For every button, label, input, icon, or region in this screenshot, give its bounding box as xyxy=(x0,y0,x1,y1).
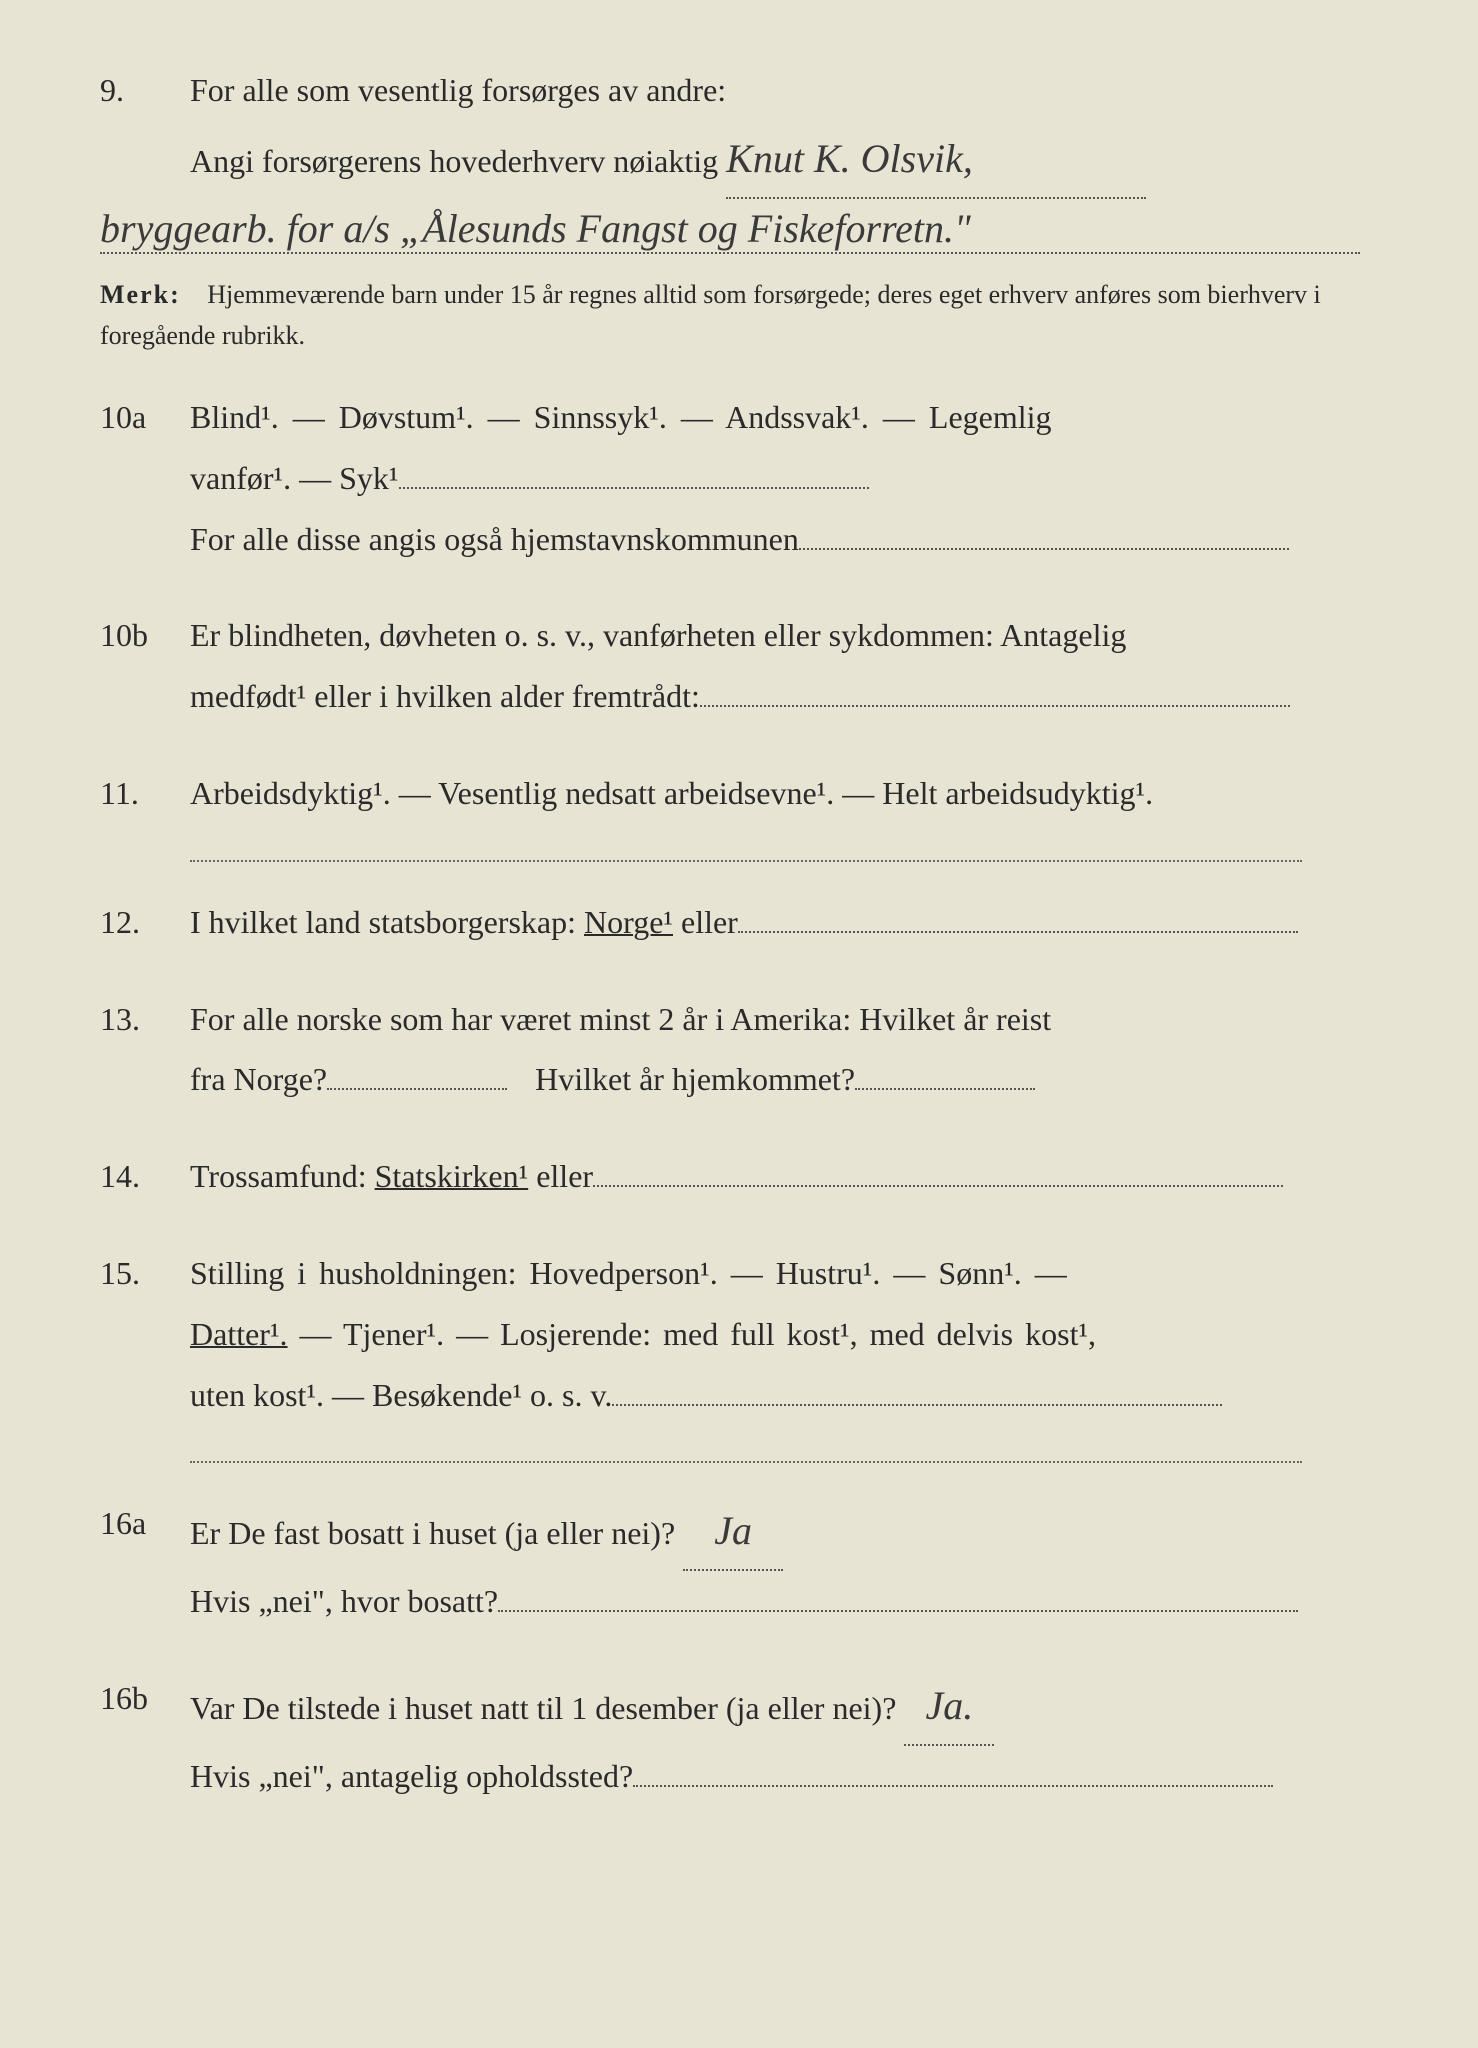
q10a-line3-row: For alle disse angis også hjemstavnskomm… xyxy=(190,509,1378,570)
q15-line2-underlined: Datter¹. xyxy=(190,1316,288,1352)
q16a-line1-row: Er De fast bosatt i huset (ja eller nei)… xyxy=(190,1493,1378,1571)
q13-blank2 xyxy=(855,1088,1035,1090)
q13-blank1 xyxy=(327,1088,507,1090)
question-14: 14. Trossamfund: Statskirken¹ eller xyxy=(100,1146,1378,1207)
q14-prefix: Trossamfund: xyxy=(190,1158,375,1194)
q15-underline xyxy=(190,1461,1302,1463)
q15-number: 15. xyxy=(100,1243,190,1425)
question-10b: 10b Er blindheten, døvheten o. s. v., va… xyxy=(100,605,1378,727)
q9-line3-row: bryggearb. for a/s „Ålesunds Fangst og F… xyxy=(100,205,1378,254)
q15-line3: uten kost¹. — Besøkende¹ o. s. v. xyxy=(190,1377,612,1413)
q16a-line2-row: Hvis „nei", hvor bosatt? xyxy=(190,1571,1378,1632)
q15-line3-row: uten kost¹. — Besøkende¹ o. s. v. xyxy=(190,1365,1378,1426)
q16b-line2-row: Hvis „nei", antagelig opholdssted? xyxy=(190,1746,1378,1807)
q12-suffix: eller xyxy=(681,904,738,940)
q13-line2b: Hvilket år hjemkommet? xyxy=(535,1061,855,1097)
q15-line2-row: Datter¹. — Tjener¹. — Losjerende: med fu… xyxy=(190,1304,1378,1365)
q9-handwritten-occupation: bryggearb. for a/s „Ålesunds Fangst og F… xyxy=(100,205,1360,254)
q11-text: Arbeidsdyktig¹. — Vesentlig nedsatt arbe… xyxy=(190,763,1378,824)
q13-line2-row: fra Norge? Hvilket år hjemkommet? xyxy=(190,1049,1378,1110)
census-form-page: 9. For alle som vesentlig forsørges av a… xyxy=(100,60,1378,1807)
q14-number: 14. xyxy=(100,1146,190,1207)
q9-line1: For alle som vesentlig forsørges av andr… xyxy=(190,60,1378,121)
q12-underlined: Norge¹ xyxy=(584,904,673,940)
q10a-blank1 xyxy=(399,487,869,489)
q10b-number: 10b xyxy=(100,605,190,727)
q16a-answer: Ja xyxy=(683,1493,783,1571)
q14-underlined: Statskirken¹ xyxy=(375,1158,529,1194)
q16a-number: 16a xyxy=(100,1493,190,1632)
q10a-line1: Blind¹. — Døvstum¹. — Sinnssyk¹. — Andss… xyxy=(190,387,1378,448)
q13-line1: For alle norske som har været minst 2 år… xyxy=(190,989,1378,1050)
q16a-line1: Er De fast bosatt i huset (ja eller nei)… xyxy=(190,1515,675,1551)
q9-handwritten-name: Knut K. Olsvik, xyxy=(726,121,1146,199)
q16a-blank xyxy=(498,1610,1298,1612)
q11-number: 11. xyxy=(100,763,190,824)
question-11: 11. Arbeidsdyktig¹. — Vesentlig nedsatt … xyxy=(100,763,1378,824)
question-10a: 10a Blind¹. — Døvstum¹. — Sinnssyk¹. — A… xyxy=(100,387,1378,569)
question-16b: 16b Var De tilstede i huset natt til 1 d… xyxy=(100,1668,1378,1807)
q10a-blank2 xyxy=(799,548,1289,550)
merk-text: Hjemmeværende barn under 15 år regnes al… xyxy=(100,280,1321,351)
merk-note: Merk: Hjemmeværende barn under 15 år reg… xyxy=(100,274,1378,357)
q12-prefix: I hvilket land statsborgerskap: xyxy=(190,904,584,940)
q16a-line2: Hvis „nei", hvor bosatt? xyxy=(190,1583,498,1619)
q16b-line1-row: Var De tilstede i huset natt til 1 desem… xyxy=(190,1668,1378,1746)
q15-line2-rest: — Tjener¹. — Losjerende: med full kost¹,… xyxy=(288,1316,1097,1352)
q13-number: 13. xyxy=(100,989,190,1111)
q16b-blank xyxy=(633,1785,1273,1787)
q11-underline xyxy=(190,860,1302,862)
q10a-line2-row: vanfør¹. — Syk¹ xyxy=(190,448,1378,509)
q10a-number: 10a xyxy=(100,387,190,569)
q12-number: 12. xyxy=(100,892,190,953)
q10b-line1: Er blindheten, døvheten o. s. v., vanfør… xyxy=(190,605,1378,666)
question-15: 15. Stilling i husholdningen: Hovedperso… xyxy=(100,1243,1378,1425)
q15-line1: Stilling i husholdningen: Hovedperson¹. … xyxy=(190,1243,1378,1304)
q14-suffix: eller xyxy=(536,1158,593,1194)
q10a-line3: For alle disse angis også hjemstavnskomm… xyxy=(190,521,799,557)
q14-blank xyxy=(593,1185,1283,1187)
q16b-answer: Ja. xyxy=(904,1668,994,1746)
q12-blank xyxy=(738,931,1298,933)
q15-blank xyxy=(612,1404,1222,1406)
question-12: 12. I hvilket land statsborgerskap: Norg… xyxy=(100,892,1378,953)
merk-label: Merk: xyxy=(100,280,181,309)
q16b-number: 16b xyxy=(100,1668,190,1807)
question-16a: 16a Er De fast bosatt i huset (ja eller … xyxy=(100,1493,1378,1632)
q16b-line2: Hvis „nei", antagelig opholdssted? xyxy=(190,1758,633,1794)
q10b-line2-row: medfødt¹ eller i hvilken alder fremtrådt… xyxy=(190,666,1378,727)
question-13: 13. For alle norske som har været minst … xyxy=(100,989,1378,1111)
q10b-line2: medfødt¹ eller i hvilken alder fremtrådt… xyxy=(190,678,700,714)
q9-line2: Angi forsørgerens hovederhverv nøiaktig … xyxy=(190,121,1378,199)
q10a-line2: vanfør¹. — Syk¹ xyxy=(190,460,399,496)
q13-line2a: fra Norge? xyxy=(190,1061,327,1097)
q10b-blank xyxy=(700,705,1290,707)
q9-number: 9. xyxy=(100,60,190,199)
question-9: 9. For alle som vesentlig forsørges av a… xyxy=(100,60,1378,199)
q16b-line1: Var De tilstede i huset natt til 1 desem… xyxy=(190,1690,896,1726)
